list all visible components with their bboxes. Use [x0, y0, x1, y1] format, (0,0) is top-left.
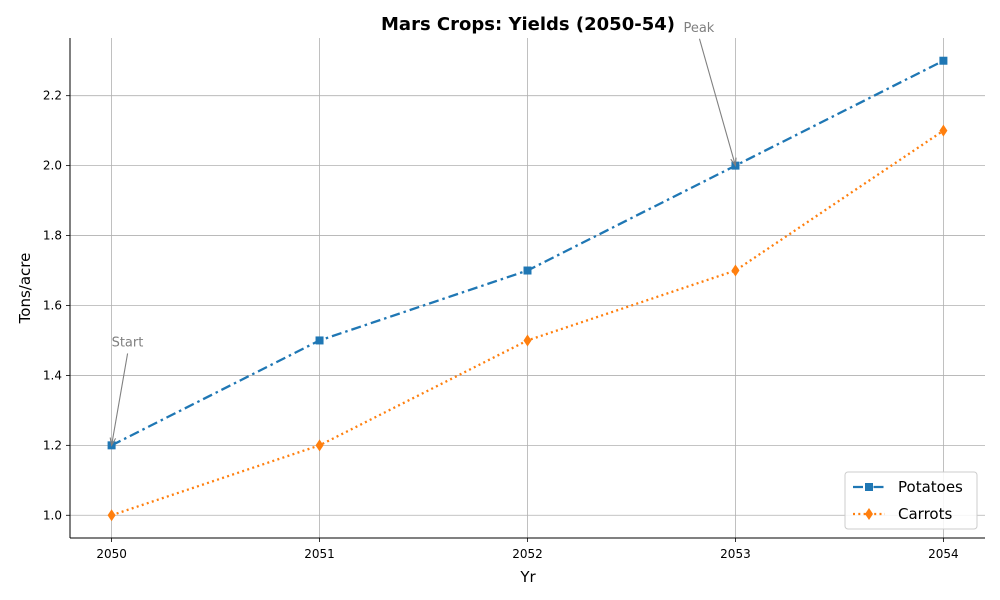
x-tick-label: 2052 [512, 547, 543, 561]
y-tick-label: 1.6 [43, 298, 62, 312]
y-tick-label: 1.4 [43, 368, 62, 382]
legend-label-potatoes: Potatoes [898, 478, 963, 496]
data-point-carrots [731, 264, 740, 277]
annotation-label: Start [112, 335, 144, 350]
y-tick-label: 2.2 [43, 89, 62, 103]
data-point-potatoes [939, 56, 948, 65]
y-tick-label: 1.8 [43, 229, 62, 243]
axes-layer: 2050 2051 2052 2053 2054 1.0 1.2 1.4 1.6 1.8 2.0 2.… [43, 38, 985, 561]
data-point-carrots [523, 334, 532, 347]
y-tick-label: 1.0 [43, 508, 62, 522]
y-tick-label: 1.2 [43, 438, 62, 452]
chart-title: Mars Crops: Yields (2050-54) [381, 14, 675, 35]
y-axis-label: Tons/acre [16, 253, 34, 325]
data-point-carrots [107, 509, 116, 522]
grid-layer [70, 38, 985, 538]
annotation-label: Peak [683, 21, 714, 36]
data-point-potatoes [523, 266, 532, 275]
data-point-potatoes [315, 336, 324, 345]
annotation-arrowhead [730, 157, 737, 168]
legend: Potatoes Carrots [844, 471, 978, 530]
annotation-arrow [111, 353, 129, 446]
x-axis-label: Yr [519, 568, 536, 586]
data-point-carrots [939, 124, 948, 137]
x-tick-label: 2051 [304, 547, 335, 561]
legend-marker-potatoes [865, 483, 873, 491]
annotation-arrowhead [109, 437, 117, 447]
legend-label-carrots: Carrots [898, 505, 952, 523]
annotation-layer: Start Peak [109, 21, 737, 447]
y-tick-label: 2.0 [43, 159, 62, 173]
annotation-arrow [698, 38, 736, 166]
data-point-carrots [315, 439, 324, 452]
x-tick-label: 2053 [720, 547, 751, 561]
x-tick-label: 2050 [96, 547, 127, 561]
x-tick-label: 2054 [928, 547, 959, 561]
legend-marker-carrots [865, 508, 873, 520]
